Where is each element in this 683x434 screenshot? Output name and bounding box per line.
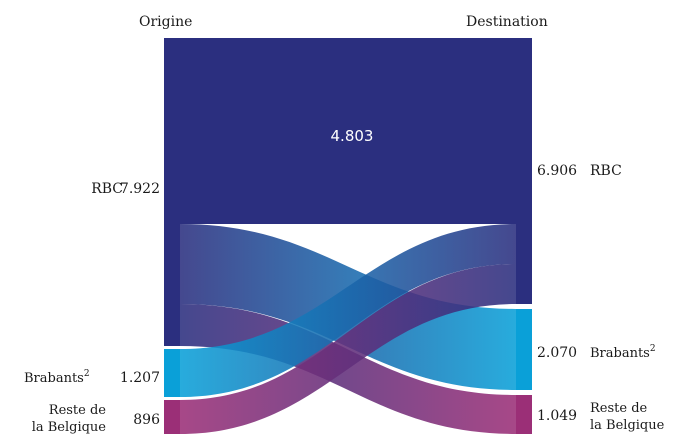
destination-label-brabants: Brabants2	[590, 344, 656, 361]
flow-rbc-to-rbc	[180, 38, 516, 224]
origin-value-brabants: 1.207	[120, 370, 160, 386]
origin-value-reste: 896	[133, 412, 160, 428]
origin-bar-reste	[164, 400, 180, 434]
origin-label-brabants-sup: 2	[84, 369, 90, 379]
flow-brabants-to-rbc	[180, 224, 516, 397]
destination-bar-brabants	[516, 309, 532, 390]
origin-column-title: Origine	[139, 14, 192, 30]
destination-label-brabants-sup: 2	[650, 344, 656, 354]
origin-bar-rbc	[164, 38, 180, 346]
origin-label-rbc: RBC	[91, 181, 123, 197]
origin-label-brabants: Brabants2	[24, 369, 90, 386]
origin-label-reste-line1: Reste de	[49, 403, 107, 418]
destination-label-reste-line1: Reste de	[590, 401, 648, 416]
destination-label-brabants-text: Brabants	[590, 346, 650, 361]
destination-value-reste: 1.049	[537, 408, 577, 424]
destination-bar-rbc	[516, 38, 532, 304]
flow-group	[180, 38, 516, 434]
destination-bar-reste	[516, 395, 532, 434]
destination-value-brabants: 2.070	[537, 345, 577, 361]
flow-reste-to-rbc	[180, 264, 516, 434]
destination-column-title: Destination	[466, 14, 548, 30]
origin-label-reste-line2: la Belgique	[32, 420, 107, 434]
origin-label-brabants-text: Brabants	[24, 371, 84, 386]
flow-label-rbc-rbc: 4.803	[331, 127, 374, 145]
destination-value-rbc: 6.906	[537, 163, 577, 179]
destination-label-rbc: RBC	[590, 163, 622, 179]
origin-bar-brabants	[164, 349, 180, 397]
destination-label-reste-line2: la Belgique	[590, 418, 665, 433]
origin-value-rbc: 7.922	[120, 181, 160, 197]
